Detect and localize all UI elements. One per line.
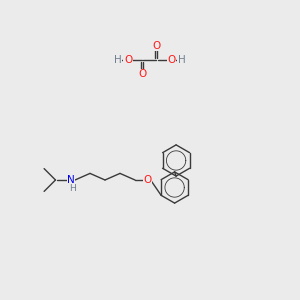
Text: O: O (167, 55, 176, 65)
Text: O: O (153, 40, 161, 51)
Text: H: H (114, 55, 122, 65)
Text: N: N (67, 175, 75, 185)
Text: O: O (124, 55, 132, 65)
Text: H: H (178, 55, 185, 65)
Text: H: H (69, 184, 76, 193)
Text: O: O (138, 69, 147, 80)
Text: O: O (143, 175, 152, 185)
